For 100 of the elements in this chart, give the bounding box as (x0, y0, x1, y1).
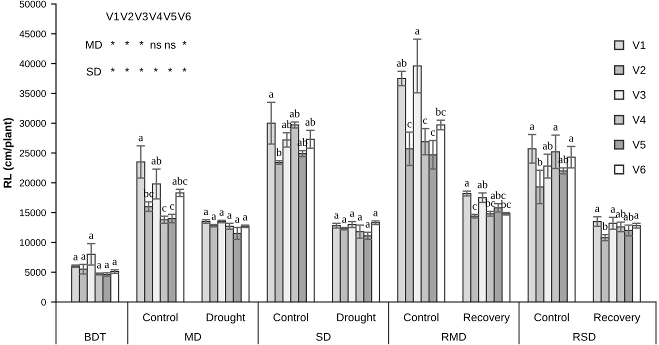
y-tick-label: 45000 (19, 30, 46, 38)
data-label: c (170, 204, 174, 210)
annotation: * (139, 68, 144, 72)
annotation: V2 (120, 12, 134, 20)
data-label: a (342, 218, 347, 223)
y-tick-label: 5000 (25, 268, 46, 276)
annotation: * (125, 68, 130, 72)
data-label: ab (290, 110, 300, 118)
annotation: ns (150, 42, 162, 49)
annotation: SD (86, 68, 102, 76)
data-label: a (366, 222, 370, 228)
data-label: c (430, 130, 436, 136)
legend-label: V6 (632, 166, 646, 174)
annotation: V4 (149, 12, 162, 20)
data-label: ab (542, 142, 553, 150)
data-label: a (569, 136, 574, 142)
data-label: b (602, 222, 608, 230)
data-label: a (81, 254, 86, 260)
annotation: * (182, 68, 186, 72)
annotation: * (110, 68, 115, 72)
y-tick-label: 40000 (19, 60, 46, 68)
data-label: a (212, 214, 216, 220)
annotation: V3 (134, 12, 148, 20)
x-tick-label: Control (534, 313, 569, 322)
annotation: V6 (178, 12, 191, 20)
data-label: a (112, 260, 118, 266)
data-label: a (243, 215, 248, 220)
y-tick-label: 35000 (20, 90, 46, 98)
data-label: a (553, 125, 558, 130)
data-label: a (334, 213, 339, 219)
data-label: a (358, 215, 362, 220)
annotation: * (168, 68, 172, 72)
data-label: a (610, 207, 616, 213)
x-tick-label: Recovery (594, 314, 640, 324)
data-label: a (89, 234, 94, 239)
data-label: ab (152, 156, 162, 164)
data-label: c (162, 206, 166, 212)
y-tick-label: 0 (41, 298, 46, 306)
y-tick-label: 10000 (20, 239, 46, 246)
x-tick-label: Drought (206, 313, 246, 324)
text: RMD (442, 332, 466, 341)
legend-label: V4 (632, 116, 646, 124)
data-label: ab (282, 120, 292, 128)
annotation: V1 (106, 12, 119, 20)
x-tick-label: Control (273, 313, 308, 322)
legend-label: V1 (632, 41, 646, 50)
data-label: c (472, 204, 477, 210)
data-label: a (269, 92, 274, 98)
text: SD (316, 332, 331, 341)
data-label: bc (500, 200, 511, 208)
data-label: a (373, 210, 378, 216)
annotation: V5 (163, 12, 176, 20)
data-label: a (138, 136, 144, 142)
data-label: a (220, 210, 224, 216)
data-label: a (415, 29, 420, 35)
text: MD (185, 332, 202, 341)
data-label: ab (478, 180, 488, 188)
data-label: a (464, 181, 470, 187)
data-label: a (350, 212, 354, 217)
y-tick-label: 20000 (20, 180, 46, 186)
data-label: b (537, 158, 542, 166)
data-label: a (634, 213, 639, 219)
data-label: bc (436, 108, 446, 116)
data-label: ab (624, 212, 634, 220)
data-label: c (423, 118, 428, 124)
data-label: a (104, 262, 110, 268)
text: RSD (573, 332, 596, 341)
annotation: * (154, 68, 158, 72)
data-label: a (227, 213, 232, 219)
data-label: ab (305, 118, 316, 126)
data-label: c (407, 122, 412, 128)
y-tick-label: 15000 (20, 209, 46, 216)
data-label: a (204, 210, 208, 216)
y-tick-label: 25000 (20, 150, 46, 157)
data-label: ab (616, 210, 626, 218)
data-label: a (595, 206, 600, 212)
x-tick-label: Control (143, 313, 178, 322)
annotation: * (139, 40, 144, 45)
data-label: a (73, 255, 78, 260)
text: BDT (84, 332, 106, 341)
y-tick-label: 30000 (20, 120, 46, 127)
x-tick-label: Recovery (464, 314, 510, 324)
data-label: a (235, 218, 240, 223)
annotation: * (182, 40, 186, 45)
data-label: abc (172, 176, 188, 185)
legend-label: V5 (632, 140, 646, 149)
data-label: abc (490, 191, 506, 200)
x-tick-label: Control (404, 313, 438, 322)
data-label: b (276, 148, 282, 156)
annotation: MD (86, 40, 102, 49)
legend-label: V2 (632, 66, 646, 74)
x-tick-label: Drought (337, 313, 376, 324)
data-label: a (530, 124, 534, 130)
y-tick-label: 50000 (20, 0, 46, 8)
annotation: * (125, 40, 130, 45)
y-axis-title: RL (cm/plant) (3, 118, 14, 188)
data-label: ab (396, 58, 406, 67)
data-label: a (96, 263, 102, 268)
annotation: * (110, 40, 115, 45)
legend-label: V3 (632, 91, 646, 99)
